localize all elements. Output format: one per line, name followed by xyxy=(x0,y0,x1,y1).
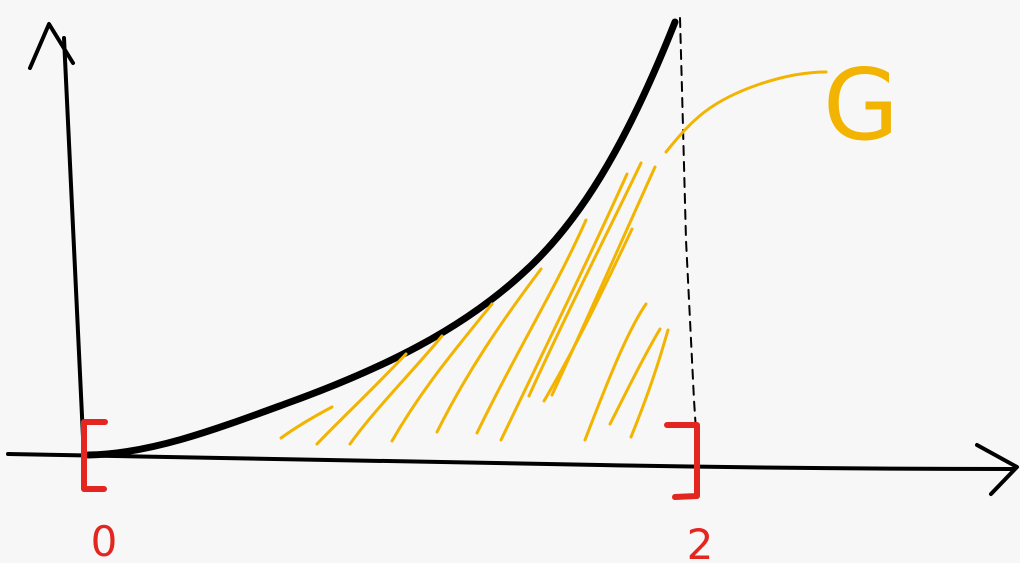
region-label-leader xyxy=(664,70,828,154)
right-boundary-dashed-line xyxy=(679,17,698,447)
shaded-region-g xyxy=(279,161,670,446)
x-axis xyxy=(6,452,1016,471)
hatch-line xyxy=(435,267,543,434)
hatch-line xyxy=(279,405,334,440)
interval-markers: 0 2 xyxy=(81,419,714,563)
hatch-line xyxy=(629,328,670,439)
hatch-line xyxy=(499,172,629,442)
left-tick-label: 0 xyxy=(91,517,118,563)
x-axis-arrowhead xyxy=(975,443,1019,496)
hatch-line xyxy=(542,227,634,403)
hatch-line xyxy=(527,161,643,398)
hatch-line xyxy=(475,218,588,435)
right-bracket xyxy=(664,422,700,500)
y-axis xyxy=(62,36,86,460)
left-bracket xyxy=(81,419,108,492)
hatch-line xyxy=(608,327,662,426)
function-curve xyxy=(84,18,679,459)
region-label: G xyxy=(823,49,899,163)
y-axis-arrowhead xyxy=(28,22,75,70)
hatch-line xyxy=(315,352,408,446)
hatch-line xyxy=(390,302,494,443)
right-tick-label: 2 xyxy=(687,520,714,563)
hatch-line xyxy=(583,302,648,442)
hatch-line xyxy=(348,334,444,446)
axes xyxy=(6,22,1019,496)
